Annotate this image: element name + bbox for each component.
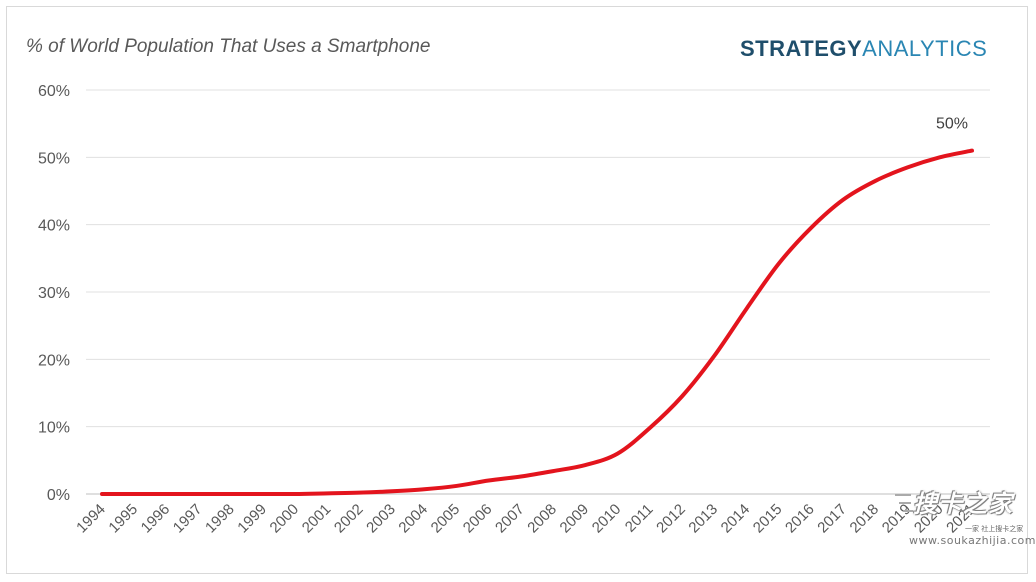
y-tick-label: 30% [38,285,70,302]
x-tick-label: 2015 [750,501,786,537]
watermark-url: www.soukazhijia.com [909,534,1036,547]
brand-logo-part1: STRATEGY [740,36,863,61]
x-tick-label: 2017 [814,501,850,537]
x-tick-label: 1999 [234,501,270,537]
chart-frame [6,6,1028,574]
data-label: 50% [936,116,968,133]
x-tick-label: 2006 [460,501,496,537]
y-tick-label: 60% [38,83,70,100]
annotations: 50% [936,116,968,133]
x-tick-label: 2010 [589,501,625,537]
x-tick-label: 2008 [524,501,560,537]
x-tick-label: 2011 [622,501,657,536]
x-tick-label: 2005 [428,501,464,537]
x-tick-label: 2009 [557,501,593,537]
x-tick-label: 1994 [73,501,109,537]
brand-logo-part2: ANALYTICS [862,36,988,61]
watermark: 搜卡之家 一家 社上搜卡之家 www.soukazhijia.com [895,482,1035,552]
series-layer [100,148,974,497]
brand-logo: STRATEGYANALYTICS [740,36,987,62]
x-tick-label: 1998 [202,501,238,537]
y-tick-label: 50% [38,150,70,167]
x-tick-label: 2001 [299,501,335,537]
x-tick-label: 2018 [847,501,883,537]
x-tick-label: 2012 [653,501,689,537]
x-tick-label: 1997 [170,501,206,537]
chart-title: % of World Population That Uses a Smartp… [26,36,431,57]
y-tick-label: 0% [47,487,70,504]
x-tick-label: 2004 [395,501,431,537]
y-axis-ticks: 0% 10% 20% 30% 40% 50% 60% [38,83,70,504]
x-tick-label: 2016 [782,501,818,537]
y-tick-label: 10% [38,420,70,437]
series-line [100,148,974,497]
x-tick-label: 2002 [331,501,367,537]
x-tick-label: 1996 [138,501,174,537]
x-tick-label: 2007 [492,501,528,537]
x-tick-label: 1995 [105,501,141,537]
watermark-slogan: 一家 社上搜卡之家 [965,525,1024,533]
gridlines [86,89,990,495]
x-axis-ticks: 1994199519961997199819992000200120022003… [73,501,979,537]
x-tick-label: 2014 [718,501,754,537]
y-tick-label: 40% [38,218,70,235]
x-tick-label: 2003 [363,501,399,537]
x-tick-label: 2000 [267,501,303,537]
x-tick-label: 2013 [685,501,721,537]
y-tick-label: 20% [38,352,70,369]
watermark-logo-text: 搜卡之家 [913,490,1013,518]
